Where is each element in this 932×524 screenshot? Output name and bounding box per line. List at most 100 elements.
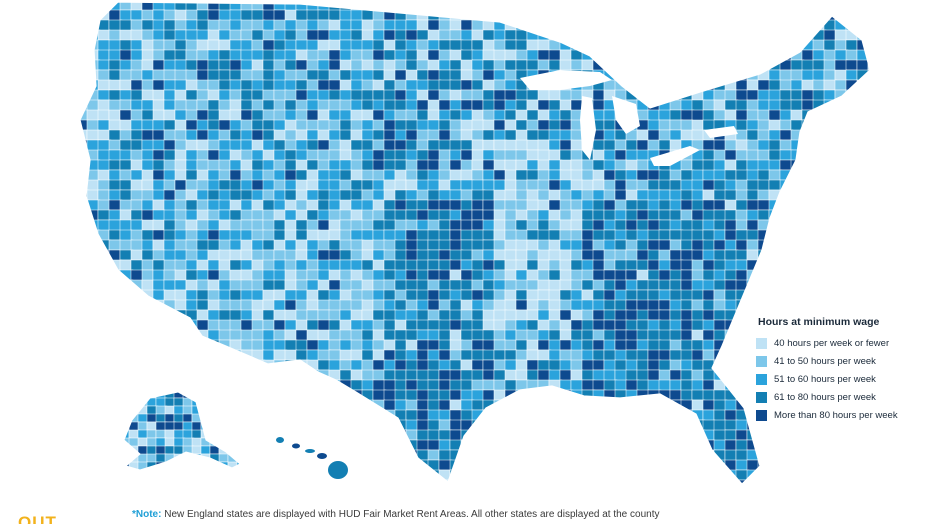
county-cell bbox=[383, 219, 397, 231]
county-cell bbox=[724, 459, 737, 472]
county-cell bbox=[97, 59, 110, 71]
county-cell bbox=[284, 29, 298, 42]
county-cell bbox=[361, 429, 374, 442]
county-cell bbox=[240, 189, 254, 201]
county-cell bbox=[108, 389, 122, 403]
county-cell bbox=[768, 479, 781, 484]
county-cell bbox=[152, 9, 166, 22]
county-cell bbox=[603, 239, 617, 251]
county-cell bbox=[163, 479, 177, 484]
county-cell bbox=[416, 279, 429, 292]
county-cell bbox=[757, 289, 771, 303]
county-cell bbox=[790, 199, 805, 213]
county-cell bbox=[460, 229, 474, 241]
county-cell bbox=[185, 259, 198, 271]
county-cell bbox=[97, 169, 110, 182]
county-cell bbox=[713, 249, 726, 262]
county-cell bbox=[823, 89, 836, 101]
county-cell bbox=[867, 109, 870, 123]
county-cell bbox=[669, 39, 684, 53]
county-cell bbox=[251, 39, 264, 52]
county-cell bbox=[207, 269, 221, 281]
county-cell bbox=[86, 2, 99, 13]
county-cell bbox=[191, 437, 203, 448]
county-cell bbox=[581, 2, 594, 13]
county-cell bbox=[86, 19, 99, 32]
county-cell bbox=[636, 79, 651, 93]
county-cell bbox=[207, 369, 221, 383]
county-cell bbox=[581, 409, 596, 421]
county-cell bbox=[80, 429, 89, 442]
county-cell bbox=[856, 209, 870, 222]
county-cell bbox=[493, 29, 506, 41]
county-cell bbox=[185, 369, 198, 382]
county-cell bbox=[262, 449, 275, 463]
county-cell bbox=[163, 469, 176, 481]
county-cell bbox=[548, 2, 561, 11]
county-cell bbox=[570, 209, 584, 222]
county-cell bbox=[196, 109, 209, 122]
county-cell bbox=[614, 369, 628, 382]
county-cell bbox=[449, 29, 463, 41]
county-cell bbox=[416, 389, 430, 402]
county-cell bbox=[97, 369, 111, 383]
county-cell bbox=[625, 399, 640, 411]
county-cell bbox=[86, 239, 100, 251]
county-cell bbox=[779, 229, 793, 242]
county-cell bbox=[713, 19, 726, 31]
county-cell bbox=[493, 279, 507, 291]
county-cell bbox=[669, 279, 682, 292]
county-cell bbox=[570, 249, 583, 262]
county-cell bbox=[80, 159, 89, 171]
county-cell bbox=[295, 409, 308, 422]
county-cell bbox=[713, 219, 726, 231]
county-cell bbox=[537, 339, 550, 351]
county-cell bbox=[570, 469, 584, 482]
county-cell bbox=[801, 449, 815, 462]
county-cell bbox=[97, 279, 112, 292]
county-cell bbox=[845, 479, 858, 484]
county-cell bbox=[548, 199, 562, 212]
county-cell bbox=[823, 119, 838, 131]
county-cell bbox=[80, 339, 88, 351]
county-cell bbox=[812, 159, 827, 173]
county-cell bbox=[779, 269, 792, 282]
county-cell bbox=[471, 479, 486, 484]
county-cell bbox=[227, 413, 238, 424]
county-cell bbox=[141, 339, 155, 352]
county-cell bbox=[262, 69, 275, 82]
county-cell bbox=[240, 2, 254, 12]
county-cell bbox=[80, 409, 89, 423]
county-cell bbox=[845, 159, 859, 173]
county-cell bbox=[141, 9, 154, 21]
county-cell bbox=[97, 479, 111, 484]
county-cell bbox=[361, 219, 374, 231]
county-cell bbox=[86, 39, 100, 51]
county-cell bbox=[460, 59, 474, 71]
county-cell bbox=[757, 29, 770, 42]
county-cell bbox=[625, 299, 638, 312]
county-cell bbox=[141, 209, 155, 222]
county-cell bbox=[504, 349, 518, 361]
county-cell bbox=[879, 60, 890, 72]
county-cell bbox=[482, 379, 495, 391]
county-cell bbox=[768, 19, 783, 33]
county-cell bbox=[427, 469, 441, 482]
county-cell bbox=[251, 459, 265, 471]
county-cell bbox=[548, 19, 563, 32]
county-cell bbox=[284, 469, 299, 482]
county-cell bbox=[295, 269, 308, 281]
county-cell bbox=[658, 439, 671, 453]
county-cell bbox=[328, 409, 342, 422]
county-cell bbox=[227, 429, 238, 440]
county-cell bbox=[867, 209, 870, 222]
county-cell bbox=[845, 99, 860, 112]
county-cell bbox=[80, 229, 88, 241]
county-cell bbox=[735, 319, 750, 331]
county-cell bbox=[845, 469, 859, 481]
county-cell bbox=[119, 149, 132, 161]
county-cell bbox=[185, 9, 199, 21]
county-cell bbox=[218, 319, 232, 332]
county-cell bbox=[218, 389, 232, 403]
county-cell bbox=[548, 139, 561, 151]
